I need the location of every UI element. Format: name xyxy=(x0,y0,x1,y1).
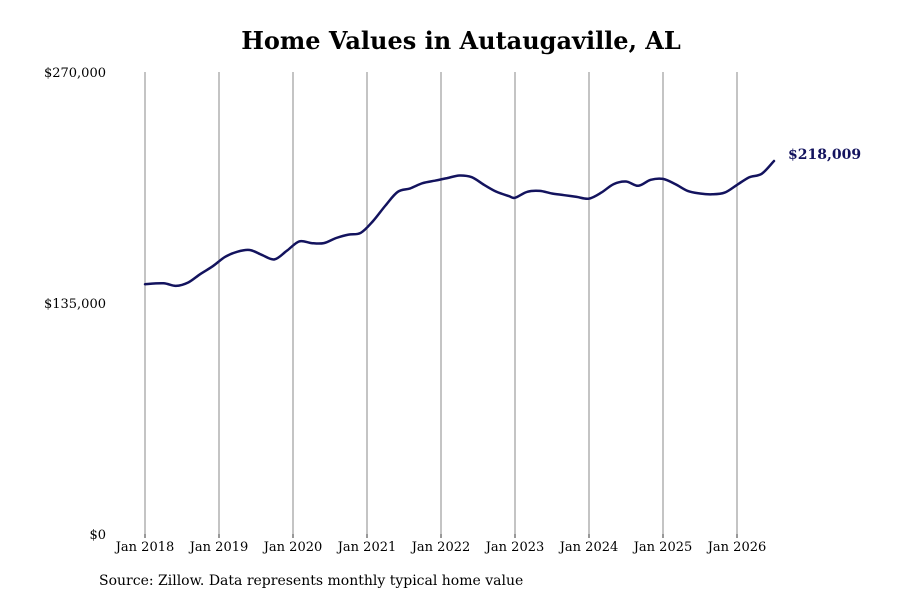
x-tick-label: Jan 2020 xyxy=(262,540,323,555)
x-tick-label: Jan 2018 xyxy=(114,540,175,555)
source-note: Source: Zillow. Data represents monthly … xyxy=(99,573,524,589)
y-tick-label: $270,000 xyxy=(44,66,106,81)
x-tick-label: Jan 2022 xyxy=(410,540,471,555)
series-line xyxy=(143,159,776,288)
x-tick-label: Jan 2025 xyxy=(632,540,693,555)
x-tick-label: Jan 2024 xyxy=(558,540,619,555)
x-tick-label: Jan 2019 xyxy=(188,540,249,555)
vertical-gridlines xyxy=(144,72,738,534)
last-value-label: $218,009 xyxy=(788,147,861,163)
y-axis-ticks: $270,000 $135,000 $0 xyxy=(44,66,106,543)
y-tick-label: $135,000 xyxy=(44,297,106,312)
x-tick-label: Jan 2026 xyxy=(706,540,767,555)
y-tick-label: $0 xyxy=(89,528,106,543)
chart-title: Home Values in Autaugaville, AL xyxy=(241,26,681,55)
x-tick-label: Jan 2021 xyxy=(336,540,397,555)
x-tick-label: Jan 2023 xyxy=(484,540,545,555)
x-axis-ticks: Jan 2018 Jan 2019 Jan 2020 Jan 2021 Jan 2022… xyxy=(114,534,767,555)
